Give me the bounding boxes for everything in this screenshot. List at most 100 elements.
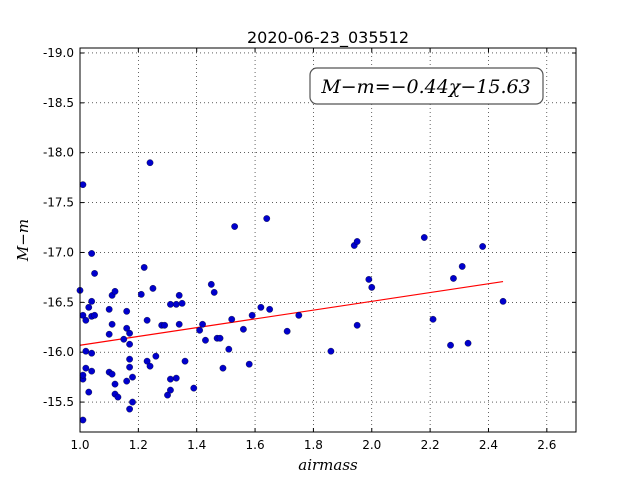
data-point: [88, 250, 96, 257]
data-point: [140, 264, 148, 271]
annotation-box: [309, 67, 544, 105]
data-point: [202, 336, 209, 344]
data-point: [152, 352, 160, 360]
y-axis-label: M−m: [14, 219, 32, 262]
data-point: [464, 339, 472, 347]
x-tick-label: 2.6: [537, 438, 556, 452]
data-point: [248, 311, 256, 319]
fit-line: [79, 280, 504, 346]
y-tick-label: -18.0: [43, 146, 74, 160]
data-point: [219, 364, 227, 372]
equation-annotation: M−m=−0.44χ−15.63: [309, 67, 544, 105]
x-tick-label: 2.2: [421, 438, 440, 452]
data-point: [353, 321, 361, 329]
data-point: [146, 362, 154, 370]
data-point: [79, 181, 87, 188]
data-point: [146, 159, 154, 167]
y-tick-label: -16.0: [43, 345, 74, 359]
data-point: [283, 327, 291, 335]
data-point: [263, 215, 271, 222]
data-point: [114, 393, 122, 401]
data-point: [85, 388, 93, 396]
x-tick-label: 2.4: [479, 438, 498, 452]
data-point: [120, 335, 128, 343]
data-point: [123, 307, 131, 315]
data-point: [88, 297, 96, 305]
data-point: [207, 281, 215, 288]
data-point: [216, 334, 224, 342]
data-point: [88, 349, 96, 357]
x-tick-label: 1.4: [187, 438, 206, 452]
data-point: [450, 275, 457, 282]
y-tick-label: -15.5: [43, 395, 74, 409]
data-point: [123, 324, 131, 332]
data-point: [175, 292, 183, 299]
data-point: [458, 263, 466, 270]
data-point: [178, 299, 186, 307]
data-point: [420, 234, 428, 241]
x-axis-ticks: 1.0 1.2 1.4 1.6 1.8 2.0 2.2 2.4 2.6: [70, 48, 556, 452]
y-tick-label: -19.0: [43, 46, 74, 60]
data-point: [245, 360, 253, 368]
data-point: [429, 315, 437, 323]
y-tick-label: -17.5: [43, 196, 74, 210]
data-point: [82, 316, 90, 324]
data-points: [76, 159, 507, 424]
data-point: [225, 345, 233, 353]
data-point: [108, 370, 116, 378]
data-point: [167, 386, 174, 394]
data-point: [164, 391, 171, 399]
data-point: [126, 340, 133, 348]
data-point: [327, 347, 335, 355]
data-point: [126, 363, 133, 371]
data-point: [368, 284, 376, 291]
data-point: [199, 320, 206, 328]
data-point: [231, 223, 238, 230]
data-point: [88, 367, 96, 375]
data-point: [143, 316, 151, 324]
x-tick-label: 1.6: [246, 438, 265, 452]
data-point: [137, 291, 145, 298]
y-tick-label: -18.5: [43, 96, 74, 110]
data-point: [149, 285, 157, 292]
data-point: [210, 289, 218, 296]
data-point: [266, 305, 273, 313]
data-point: [353, 238, 361, 245]
data-point: [190, 384, 198, 392]
x-axis-label: airmass: [298, 456, 358, 474]
data-point: [79, 371, 87, 379]
data-point: [161, 321, 168, 329]
data-point: [111, 288, 119, 295]
data-point: [295, 311, 303, 319]
data-point: [172, 374, 180, 382]
data-point: [129, 398, 136, 406]
data-point: [111, 380, 119, 388]
data-point: [175, 320, 183, 328]
data-point: [129, 373, 136, 381]
data-point: [257, 303, 265, 311]
data-point: [82, 347, 90, 355]
data-point: [365, 276, 373, 283]
annotation-text: M−m=−0.44χ−15.63: [320, 76, 530, 98]
data-point: [167, 375, 174, 383]
plot-frame: [79, 47, 577, 433]
data-point: [108, 320, 116, 328]
data-point: [85, 303, 93, 311]
fit-line-group: [79, 280, 504, 346]
data-point: [181, 357, 189, 365]
data-point: [196, 326, 203, 334]
y-tick-label: -17.0: [43, 245, 74, 259]
plot-area: [80, 48, 576, 432]
data-point: [143, 357, 151, 365]
x-tick-label: 1.2: [129, 438, 148, 452]
data-point: [82, 364, 90, 372]
x-tick-label: 2.0: [362, 438, 381, 452]
data-point: [79, 416, 87, 424]
data-point: [167, 300, 174, 308]
data-point: [240, 325, 247, 333]
data-point: [126, 405, 133, 413]
y-tick-label: -16.5: [43, 295, 74, 309]
data-point: [447, 341, 454, 349]
data-point: [126, 355, 133, 363]
